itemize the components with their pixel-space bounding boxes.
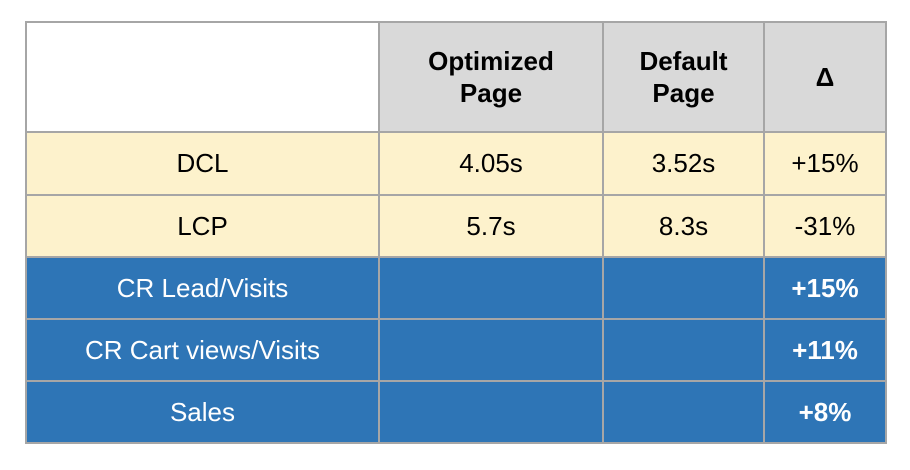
sales-delta-value: +8% (763, 380, 887, 444)
lcp-optimized-value: 5.7s (378, 194, 604, 258)
delta-header-cell: Δ (763, 21, 887, 133)
table-row-cr-cart: CR Cart views/Visits +11% (25, 318, 887, 382)
table-row-dcl: DCL 4.05s 3.52s +15% (25, 131, 887, 196)
row-label-lcp: LCP (25, 194, 380, 258)
lcp-default-value: 8.3s (602, 194, 765, 258)
sales-optimized-value (378, 380, 604, 444)
dcl-delta-value: +15% (763, 131, 887, 196)
cr-cart-delta-value: +11% (763, 318, 887, 382)
default-page-header-label: Default Page (639, 45, 728, 109)
header-row: Optimized Page Default Page Δ (25, 21, 887, 133)
default-page-header-cell: Default Page (602, 21, 765, 133)
table-row-lcp: LCP 5.7s 8.3s -31% (25, 194, 887, 258)
row-label-sales: Sales (25, 380, 380, 444)
optimized-page-header-cell: Optimized Page (378, 21, 604, 133)
table-row-sales: Sales +8% (25, 380, 887, 444)
table-row-cr-lead: CR Lead/Visits +15% (25, 256, 887, 320)
cr-cart-optimized-value (378, 318, 604, 382)
optimized-page-header-label: Optimized Page (428, 45, 554, 109)
corner-header-cell (25, 21, 380, 133)
row-label-cr-cart: CR Cart views/Visits (25, 318, 380, 382)
cr-lead-delta-value: +15% (763, 256, 887, 320)
dcl-optimized-value: 4.05s (378, 131, 604, 196)
comparison-table: Optimized Page Default Page Δ DCL 4.05s … (25, 21, 887, 444)
row-label-cr-lead: CR Lead/Visits (25, 256, 380, 320)
cr-lead-optimized-value (378, 256, 604, 320)
lcp-delta-value: -31% (763, 194, 887, 258)
sales-default-value (602, 380, 765, 444)
cr-cart-default-value (602, 318, 765, 382)
dcl-default-value: 3.52s (602, 131, 765, 196)
cr-lead-default-value (602, 256, 765, 320)
row-label-dcl: DCL (25, 131, 380, 196)
